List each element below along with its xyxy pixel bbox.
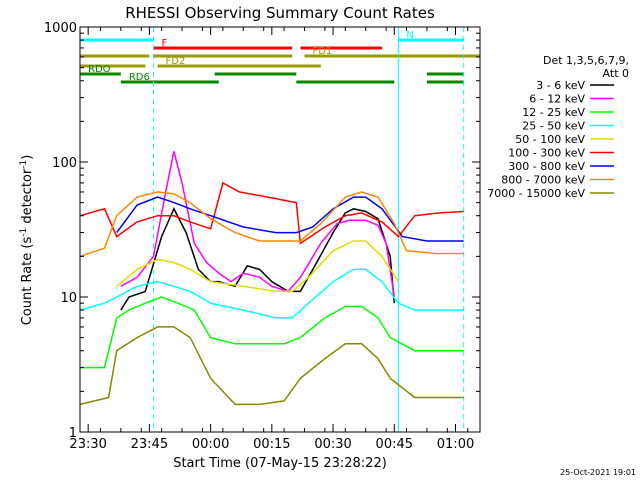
series-line-4 bbox=[116, 240, 400, 293]
y-tick-label-2: 100 bbox=[52, 156, 77, 171]
axes: 23:30 23:45 00:00 00:15 00:30 00:45 01:00 1 10 10… bbox=[44, 21, 481, 452]
series-line-8 bbox=[79, 326, 464, 406]
legend-label-8: 7000 - 15000 keV bbox=[487, 187, 585, 200]
flag-bars: N F FD1 FD2 RDO RD6 bbox=[80, 30, 480, 84]
x-tick-label-3: 00:15 bbox=[253, 437, 290, 452]
flag-label-fd2: FD2 bbox=[166, 56, 186, 67]
legend-label-6: 300 - 800 keV bbox=[508, 160, 585, 173]
x-tick-label-2: 00:00 bbox=[192, 437, 229, 452]
series-line-2 bbox=[80, 296, 464, 369]
legend-label-1: 6 - 12 keV bbox=[529, 93, 585, 106]
legend-label-3: 25 - 50 keV bbox=[522, 120, 585, 133]
legend-label-4: 50 - 100 keV bbox=[515, 133, 585, 146]
series-line-6 bbox=[116, 196, 464, 242]
x-tick-label-5: 00:45 bbox=[376, 437, 413, 452]
plot-area bbox=[79, 27, 465, 432]
flag-label-n: N bbox=[406, 30, 413, 41]
x-tick-label-0: 23:30 bbox=[69, 437, 106, 452]
timestamp: 25-Oct-2021 19:01 bbox=[560, 468, 636, 477]
series-line-1 bbox=[120, 151, 396, 298]
y-axis-label: Count Rate (s-1 detector-1) bbox=[19, 155, 35, 326]
chart-title: RHESSI Observing Summary Count Rates bbox=[125, 4, 435, 22]
series-line-0 bbox=[120, 207, 396, 311]
legend-header-2: Att 0 bbox=[603, 67, 629, 80]
flag-label-f: F bbox=[161, 38, 167, 49]
x-axis-label: Start Time (07-May-15 23:28:22) bbox=[173, 456, 387, 471]
legend-label-7: 800 - 7000 keV bbox=[501, 174, 585, 187]
legend-label-2: 12 - 25 keV bbox=[522, 106, 585, 119]
series-line-7 bbox=[79, 191, 464, 258]
legend-label-5: 100 - 300 keV bbox=[508, 147, 585, 160]
legend-label-0: 3 - 6 keV bbox=[536, 79, 585, 92]
y-tick-label-3: 1000 bbox=[44, 21, 77, 36]
x-tick-label-6: 01:00 bbox=[437, 437, 474, 452]
flag-label-fd1: FD1 bbox=[312, 46, 332, 57]
series-line-5 bbox=[79, 181, 464, 245]
y-tick-label-0: 1 bbox=[69, 426, 77, 441]
x-tick-label-4: 00:30 bbox=[314, 437, 351, 452]
legend-header-1: Det 1,3,5,6,7,9, bbox=[543, 54, 629, 67]
y-tick-label-1: 10 bbox=[60, 291, 77, 306]
x-tick-label-1: 23:45 bbox=[131, 437, 168, 452]
flag-label-rd6: RD6 bbox=[129, 72, 150, 83]
plot-frame bbox=[79, 26, 481, 433]
series-line-3 bbox=[79, 268, 464, 319]
flag-label-rdo: RDO bbox=[88, 64, 111, 75]
